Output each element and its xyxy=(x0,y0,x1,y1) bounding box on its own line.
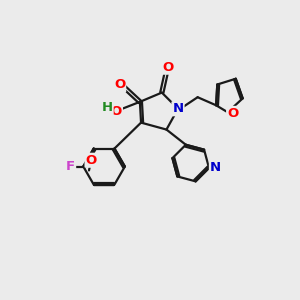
Text: H: H xyxy=(101,100,113,114)
Text: N: N xyxy=(210,161,221,175)
Text: N: N xyxy=(172,102,184,115)
Text: O: O xyxy=(114,79,125,92)
Text: O: O xyxy=(85,154,97,167)
Text: F: F xyxy=(66,160,75,173)
Text: O: O xyxy=(162,61,173,74)
Text: O: O xyxy=(227,107,238,120)
Text: O: O xyxy=(111,105,122,118)
